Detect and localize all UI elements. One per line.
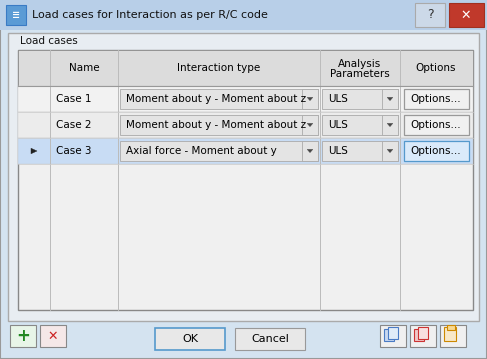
Text: ULS: ULS [328, 146, 348, 156]
Text: Name: Name [69, 63, 99, 73]
Text: Case 1: Case 1 [56, 94, 92, 104]
Polygon shape [382, 141, 398, 161]
Text: Options...: Options... [411, 146, 461, 156]
Polygon shape [384, 329, 394, 341]
Text: ≡: ≡ [12, 10, 20, 20]
Polygon shape [404, 141, 469, 161]
Polygon shape [322, 115, 398, 135]
Polygon shape [40, 325, 66, 347]
Polygon shape [410, 325, 436, 347]
Text: Options...: Options... [411, 94, 461, 104]
Polygon shape [322, 141, 398, 161]
Text: Cancel: Cancel [251, 334, 289, 344]
Polygon shape [31, 148, 37, 154]
Polygon shape [8, 33, 479, 321]
Text: Interaction type: Interaction type [177, 63, 261, 73]
Text: ?: ? [427, 9, 433, 22]
Text: Moment about y - Moment about z: Moment about y - Moment about z [126, 94, 306, 104]
Polygon shape [0, 0, 487, 30]
Text: ✕: ✕ [461, 9, 471, 22]
Text: Case 2: Case 2 [56, 120, 92, 130]
Polygon shape [6, 5, 26, 25]
Polygon shape [18, 50, 473, 86]
Text: Options: Options [416, 63, 456, 73]
Polygon shape [307, 123, 313, 127]
Polygon shape [387, 97, 393, 101]
Polygon shape [449, 3, 484, 27]
Text: Case 3: Case 3 [56, 146, 92, 156]
Polygon shape [447, 325, 455, 330]
Polygon shape [10, 325, 36, 347]
Polygon shape [235, 328, 305, 350]
Polygon shape [444, 327, 456, 341]
Text: ULS: ULS [328, 120, 348, 130]
Polygon shape [322, 89, 398, 109]
Text: Load cases: Load cases [20, 36, 78, 46]
Polygon shape [404, 89, 469, 109]
Polygon shape [155, 328, 225, 350]
Text: Load cases for Interaction as per R/C code: Load cases for Interaction as per R/C co… [32, 10, 268, 20]
Polygon shape [380, 325, 406, 347]
Polygon shape [18, 86, 473, 112]
Polygon shape [387, 149, 393, 153]
Polygon shape [387, 123, 393, 127]
Polygon shape [307, 149, 313, 153]
Polygon shape [382, 115, 398, 135]
Text: OK: OK [182, 334, 198, 344]
Text: ULS: ULS [328, 94, 348, 104]
Polygon shape [120, 115, 318, 135]
Text: Analysis: Analysis [338, 59, 382, 69]
Polygon shape [18, 112, 473, 138]
Polygon shape [440, 325, 466, 347]
Text: +: + [16, 327, 30, 345]
Polygon shape [18, 50, 473, 310]
Text: Axial force - Moment about y: Axial force - Moment about y [126, 146, 277, 156]
Polygon shape [388, 327, 398, 339]
Polygon shape [302, 115, 318, 135]
Text: Parameters: Parameters [330, 69, 390, 79]
Polygon shape [404, 115, 469, 135]
Polygon shape [414, 329, 424, 341]
Polygon shape [18, 138, 473, 164]
Polygon shape [302, 89, 318, 109]
Polygon shape [382, 89, 398, 109]
Polygon shape [120, 89, 318, 109]
Polygon shape [302, 141, 318, 161]
Text: Moment about y - Moment about z: Moment about y - Moment about z [126, 120, 306, 130]
Text: ✕: ✕ [48, 330, 58, 342]
Polygon shape [120, 141, 318, 161]
Text: Options...: Options... [411, 120, 461, 130]
Polygon shape [307, 97, 313, 101]
Polygon shape [415, 3, 445, 27]
Polygon shape [418, 327, 428, 339]
